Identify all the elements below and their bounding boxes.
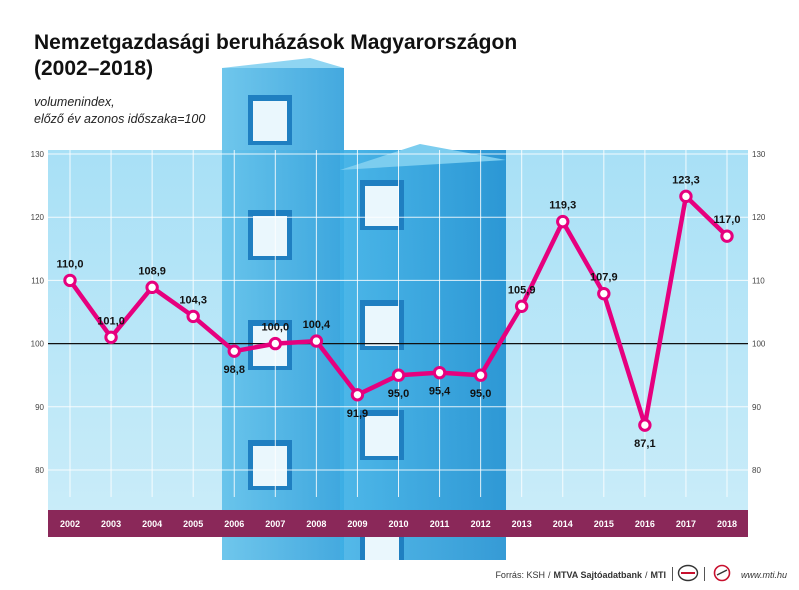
data-label: 100,4 (303, 319, 331, 331)
data-label: 98,8 (224, 364, 245, 376)
series-markers (63, 189, 734, 432)
y-tick-label-left: 100 (31, 340, 45, 349)
data-point (145, 280, 159, 295)
source-text: Forrás: KSH / MTVA Sajtóadatbank / MTI (495, 570, 666, 580)
data-point (309, 334, 324, 348)
data-label: 95,0 (470, 388, 491, 400)
data-point (473, 368, 488, 382)
source-separator-1: / (547, 570, 551, 580)
y-tick-label-left: 130 (31, 150, 45, 159)
x-tick-label: 2005 (183, 519, 203, 529)
y-tick-label-right: 120 (752, 213, 766, 222)
data-point (63, 273, 77, 288)
data-label: 101,0 (97, 315, 125, 327)
data-label: 104,3 (179, 294, 207, 306)
chart-subtitle: volumenindex, előző év azonos időszaka=1… (34, 94, 205, 128)
x-axis-band: 2002 2003 2004 2005 2006 2007 2008 2009 2010 2011… (48, 510, 748, 537)
data-label: 117,0 (714, 214, 741, 226)
x-tick-label: 2017 (676, 519, 696, 529)
data-label: 108,9 (138, 265, 166, 277)
x-tick-label: 2003 (101, 519, 121, 529)
y-tick-label-right: 110 (752, 276, 765, 285)
building-right-roof (340, 144, 506, 170)
footer: Forrás: KSH / MTVA Sajtóadatbank / MTI www.m… (0, 560, 799, 590)
y-tick-label-right: 80 (752, 466, 761, 475)
x-tick-label: 2008 (306, 519, 326, 529)
source-separator-2: / (644, 570, 648, 580)
data-labels: 110,0 101,0 108,9 104,3 98,8 100,0 100,4 91,9 95… (57, 174, 741, 450)
source-agency: MTVA Sajtóadatbank (553, 570, 642, 580)
x-tick-label: 2013 (512, 519, 532, 529)
data-point (556, 214, 570, 229)
data-point (268, 336, 283, 351)
footer-divider (672, 567, 673, 581)
x-tick-label: 2010 (388, 519, 408, 529)
mti-logo-icon (713, 564, 731, 582)
y-tick-label-right: 100 (752, 340, 766, 349)
footer-divider (704, 567, 705, 581)
data-point (597, 286, 611, 301)
y-tick-label-left: 80 (35, 466, 44, 475)
mtva-logo-icon (677, 564, 699, 582)
x-tick-label: 2007 (265, 519, 285, 529)
building-left-roof (222, 58, 344, 68)
building-illustration (222, 58, 506, 560)
x-tick-label: 2012 (471, 519, 491, 529)
data-point (432, 365, 447, 380)
data-point (104, 330, 118, 344)
x-tick-label: 2014 (553, 519, 573, 529)
x-tick-label: 2009 (347, 519, 367, 529)
data-label: 91,9 (347, 408, 368, 420)
x-tick-label: 2011 (430, 519, 450, 529)
data-point (679, 189, 693, 204)
data-label: 110,0 (57, 258, 84, 270)
data-point (720, 229, 734, 243)
data-label: 123,3 (672, 174, 700, 186)
y-tick-label-left: 90 (35, 403, 44, 412)
data-label: 105,9 (508, 284, 536, 296)
data-label: 100,0 (262, 322, 290, 334)
data-point (227, 344, 241, 358)
data-label: 107,9 (590, 272, 618, 284)
title-line-2: (2002–2018) (34, 57, 154, 80)
building-window-glass (365, 306, 399, 346)
x-axis-band-bg (48, 510, 748, 537)
building-window-glass (253, 446, 287, 486)
subtitle-line-1: volumenindex, (34, 95, 115, 109)
source-prefix: Forrás: KSH (495, 570, 545, 580)
y-tick-label-right: 90 (752, 403, 761, 412)
data-point (350, 388, 365, 402)
y-axis-left: 80 90 100 110 120 130 (31, 150, 45, 475)
y-axis-right: 80 90 100 110 120 130 (752, 150, 766, 475)
x-tick-label: 2015 (594, 519, 614, 529)
x-tick-label: 2004 (142, 519, 162, 529)
x-tick-label: 2006 (224, 519, 244, 529)
data-point (391, 368, 406, 382)
x-tick-label: 2016 (635, 519, 655, 529)
y-tick-label-left: 110 (31, 276, 44, 285)
x-tick-label: 2018 (717, 519, 737, 529)
chart-title: Nemzetgazdasági beruházások Magyarország… (34, 30, 517, 82)
building-window-glass (365, 186, 399, 226)
data-label: 119,3 (549, 200, 576, 212)
building-window-glass (365, 416, 399, 456)
title-line-1: Nemzetgazdasági beruházások Magyarország… (34, 31, 518, 54)
building-window-glass (253, 216, 287, 256)
building-window-glass (253, 101, 287, 141)
data-point (186, 309, 200, 324)
source-mti: MTI (650, 570, 667, 580)
data-label: 95,4 (429, 386, 451, 398)
data-point (514, 299, 529, 314)
y-tick-label-right: 130 (752, 150, 766, 159)
data-label: 95,0 (388, 388, 409, 400)
y-tick-label-left: 120 (31, 213, 45, 222)
subtitle-line-2: előző év azonos időszaka=100 (34, 112, 206, 126)
data-label: 87,1 (634, 438, 655, 450)
data-point (638, 418, 652, 432)
x-tick-label: 2002 (60, 519, 80, 529)
grid-lines (48, 150, 748, 497)
website-link: www.mti.hu (740, 570, 787, 580)
